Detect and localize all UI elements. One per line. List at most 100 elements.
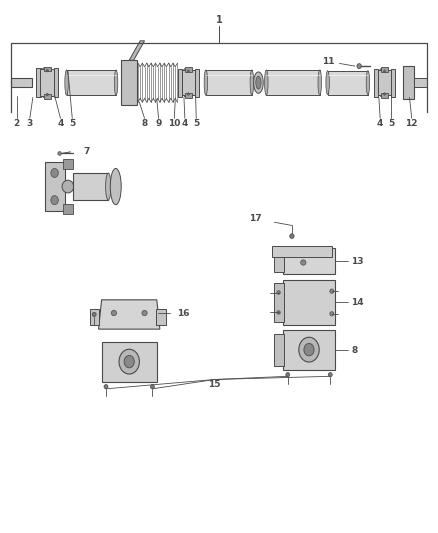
Text: 1: 1 [215, 15, 223, 25]
Ellipse shape [187, 93, 189, 95]
Ellipse shape [330, 312, 334, 316]
Text: 4: 4 [57, 119, 64, 128]
Ellipse shape [110, 168, 121, 205]
Bar [185, 68, 192, 72]
Ellipse shape [366, 71, 370, 94]
Text: 2: 2 [14, 119, 20, 128]
Ellipse shape [46, 69, 48, 72]
Ellipse shape [184, 91, 187, 97]
Bar [206, 70, 252, 95]
Ellipse shape [380, 68, 384, 74]
Text: 7: 7 [84, 148, 90, 156]
Text: 5: 5 [69, 119, 75, 128]
Ellipse shape [204, 70, 208, 95]
Text: 5: 5 [388, 119, 394, 128]
Bar [381, 68, 388, 72]
Bar [67, 70, 116, 95]
Bar [414, 78, 427, 87]
Text: 14: 14 [351, 298, 364, 307]
Ellipse shape [254, 72, 263, 93]
Ellipse shape [250, 70, 254, 95]
Bar [45, 161, 65, 212]
Bar [391, 69, 395, 96]
Bar [274, 283, 284, 321]
Bar [328, 71, 368, 94]
Polygon shape [99, 300, 160, 329]
Bar [40, 69, 54, 96]
Ellipse shape [277, 311, 280, 314]
Ellipse shape [62, 180, 74, 193]
Ellipse shape [42, 92, 46, 98]
Ellipse shape [304, 343, 314, 356]
Bar [283, 248, 335, 274]
Text: 3: 3 [27, 119, 33, 128]
Bar [11, 78, 31, 87]
Text: 13: 13 [351, 257, 364, 265]
Text: 5: 5 [193, 119, 199, 128]
Bar [381, 93, 388, 98]
Ellipse shape [187, 70, 189, 72]
Ellipse shape [300, 260, 306, 265]
Text: 15: 15 [208, 381, 221, 389]
Ellipse shape [92, 312, 96, 317]
Text: 10: 10 [168, 119, 180, 128]
Ellipse shape [51, 168, 58, 177]
Text: 9: 9 [155, 119, 162, 128]
Ellipse shape [150, 385, 154, 389]
Bar [194, 69, 199, 96]
Ellipse shape [318, 70, 321, 95]
Ellipse shape [380, 91, 384, 97]
Bar [274, 249, 284, 272]
Bar [54, 68, 58, 97]
Bar [185, 93, 192, 98]
Ellipse shape [290, 233, 294, 239]
Ellipse shape [184, 68, 187, 74]
Bar [36, 68, 41, 97]
Bar [178, 69, 182, 96]
Ellipse shape [286, 373, 290, 377]
Bar [73, 173, 108, 200]
Ellipse shape [330, 289, 334, 293]
Bar [44, 94, 51, 99]
Ellipse shape [51, 196, 58, 205]
Ellipse shape [142, 310, 147, 316]
Ellipse shape [328, 373, 332, 377]
Ellipse shape [384, 70, 385, 72]
Ellipse shape [326, 71, 329, 94]
Ellipse shape [106, 173, 111, 200]
Text: 16: 16 [177, 309, 190, 318]
Bar [283, 330, 335, 370]
Text: 4: 4 [182, 119, 188, 128]
Bar [378, 70, 391, 95]
Ellipse shape [265, 70, 268, 95]
Ellipse shape [65, 70, 68, 95]
Ellipse shape [357, 63, 361, 68]
Bar [63, 204, 73, 214]
Bar [403, 66, 414, 99]
Ellipse shape [299, 337, 319, 362]
Ellipse shape [104, 385, 108, 389]
Ellipse shape [384, 93, 385, 95]
Ellipse shape [58, 151, 61, 155]
Bar [63, 159, 73, 169]
Ellipse shape [124, 356, 134, 368]
Text: 17: 17 [249, 214, 261, 223]
Bar [374, 69, 378, 96]
Text: 4: 4 [377, 119, 383, 128]
Ellipse shape [111, 310, 117, 316]
Text: 11: 11 [321, 58, 334, 66]
Bar [182, 70, 195, 95]
Bar [274, 335, 284, 367]
Bar [266, 70, 320, 95]
Bar [11, 78, 32, 87]
Ellipse shape [256, 76, 261, 89]
Bar [44, 67, 51, 71]
Ellipse shape [46, 93, 48, 96]
Text: 12: 12 [406, 119, 418, 128]
Polygon shape [129, 41, 145, 60]
Bar [156, 309, 166, 325]
Bar [272, 246, 332, 257]
Ellipse shape [119, 349, 139, 374]
Ellipse shape [277, 290, 280, 294]
Bar [121, 60, 137, 105]
